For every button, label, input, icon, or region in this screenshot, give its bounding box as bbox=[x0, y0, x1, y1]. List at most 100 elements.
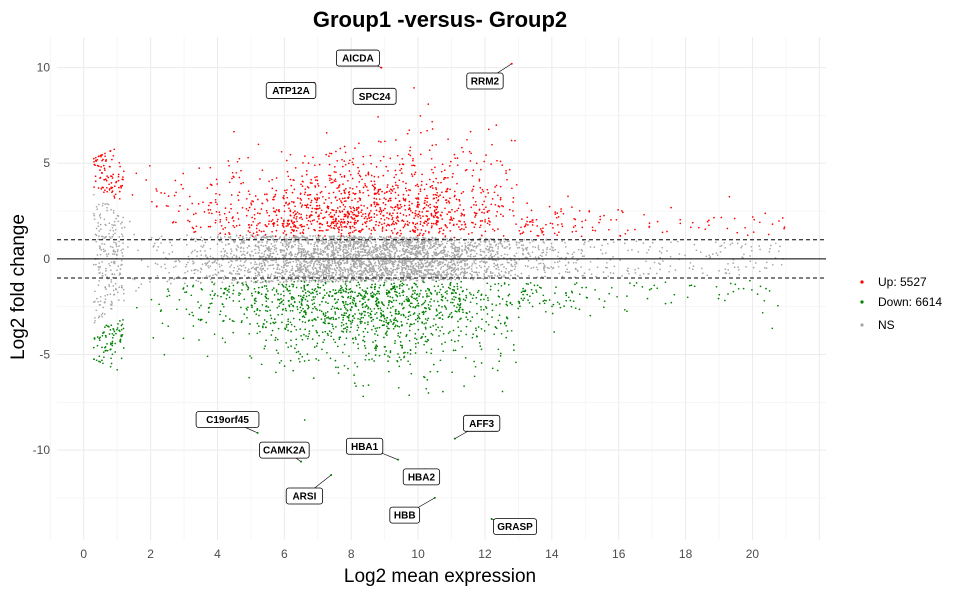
ns-point bbox=[300, 243, 302, 246]
up-point bbox=[557, 224, 559, 226]
up-point bbox=[349, 187, 351, 189]
ns-point bbox=[441, 262, 444, 265]
up-point bbox=[335, 220, 337, 223]
ns-point bbox=[267, 274, 270, 276]
up-point bbox=[411, 175, 414, 177]
up-point bbox=[250, 224, 253, 226]
ns-point bbox=[300, 269, 302, 272]
up-point bbox=[344, 163, 347, 166]
ns-point bbox=[529, 241, 531, 244]
ns-point bbox=[116, 291, 119, 294]
ns-point bbox=[284, 245, 287, 248]
up-point bbox=[305, 214, 308, 217]
ns-point bbox=[291, 244, 293, 247]
ns-point bbox=[264, 269, 266, 272]
up-point bbox=[248, 226, 251, 229]
ns-point bbox=[281, 243, 284, 245]
ns-point bbox=[394, 259, 396, 262]
up-point bbox=[311, 219, 314, 222]
ns-point bbox=[311, 256, 314, 258]
ns-point bbox=[239, 260, 242, 262]
up-point bbox=[223, 212, 226, 215]
ns-point bbox=[405, 264, 408, 267]
ns-point bbox=[575, 261, 577, 264]
up-point bbox=[306, 223, 309, 226]
ns-point bbox=[241, 241, 244, 244]
ns-point bbox=[204, 255, 207, 257]
up-point bbox=[332, 216, 334, 218]
ns-point bbox=[446, 238, 448, 240]
ns-point bbox=[711, 253, 714, 255]
ns-point bbox=[486, 248, 488, 251]
ns-point bbox=[466, 259, 468, 261]
ns-point bbox=[320, 242, 323, 245]
ns-point bbox=[602, 271, 605, 273]
ns-point bbox=[332, 271, 335, 274]
up-point bbox=[430, 212, 433, 215]
ns-point bbox=[359, 278, 362, 281]
ns-point bbox=[464, 272, 466, 274]
up-point bbox=[276, 224, 279, 226]
ns-point bbox=[545, 251, 548, 254]
ns-point bbox=[415, 269, 418, 272]
ns-point bbox=[437, 240, 439, 243]
ns-point bbox=[435, 251, 437, 254]
ns-point bbox=[354, 278, 357, 281]
ns-point bbox=[322, 274, 325, 276]
up-point bbox=[648, 225, 651, 228]
ns-point bbox=[97, 268, 100, 271]
up-point bbox=[315, 201, 318, 204]
ns-point bbox=[299, 264, 302, 267]
ns-point bbox=[239, 250, 242, 253]
ns-point bbox=[97, 266, 100, 268]
ns-point bbox=[236, 270, 239, 273]
ns-point bbox=[396, 255, 399, 258]
ns-point bbox=[483, 261, 486, 263]
up-point bbox=[96, 158, 99, 161]
ns-point bbox=[407, 272, 410, 275]
ns-point bbox=[405, 237, 408, 239]
up-point bbox=[263, 193, 266, 196]
up-point bbox=[324, 235, 326, 237]
up-point bbox=[522, 231, 525, 233]
ns-point bbox=[276, 253, 279, 256]
ns-point bbox=[487, 249, 490, 251]
up-point bbox=[435, 196, 438, 199]
up-point bbox=[260, 208, 263, 210]
ns-point bbox=[415, 272, 418, 275]
ns-point bbox=[123, 226, 126, 229]
up-point bbox=[225, 218, 228, 221]
grid bbox=[49, 37, 826, 540]
up-point bbox=[326, 205, 329, 208]
up-point bbox=[431, 120, 434, 123]
ns-point bbox=[168, 271, 170, 274]
ns-point bbox=[258, 247, 260, 249]
ns-point bbox=[273, 259, 275, 262]
ns-point bbox=[390, 270, 392, 273]
ns-point bbox=[401, 253, 403, 256]
ns-point bbox=[380, 252, 383, 255]
ns-point bbox=[508, 261, 510, 264]
ns-point bbox=[288, 236, 291, 239]
up-point bbox=[525, 223, 527, 225]
ns-point bbox=[596, 266, 599, 269]
up-point bbox=[462, 151, 465, 153]
ns-point bbox=[448, 254, 451, 257]
ns-point bbox=[286, 259, 288, 262]
ns-point bbox=[561, 240, 564, 243]
ns-point bbox=[154, 262, 157, 265]
ns-point bbox=[246, 269, 249, 272]
ns-point bbox=[353, 243, 355, 246]
ns-point bbox=[418, 263, 420, 265]
ns-point bbox=[398, 278, 400, 281]
ns-point bbox=[780, 263, 783, 266]
ns-point bbox=[327, 265, 330, 268]
up-point bbox=[624, 232, 627, 235]
up-point bbox=[255, 231, 258, 233]
ns-point bbox=[448, 267, 450, 270]
up-point bbox=[384, 140, 386, 143]
up-point bbox=[385, 191, 388, 194]
ns-point bbox=[509, 274, 512, 277]
up-point bbox=[326, 221, 329, 223]
ns-point bbox=[242, 247, 245, 250]
